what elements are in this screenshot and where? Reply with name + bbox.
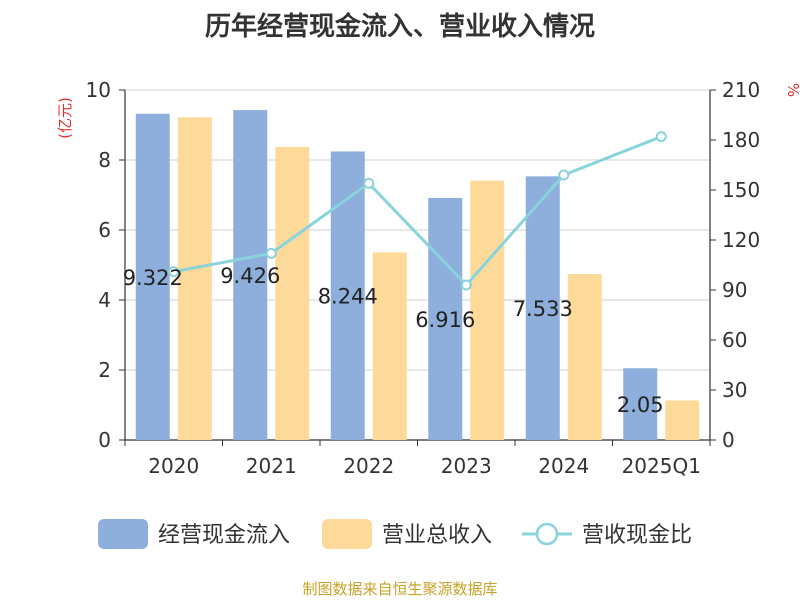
left-axis-unit-label: (亿元): [56, 97, 74, 139]
right-axis-tick-label: 120: [722, 228, 760, 252]
ratio-point: [363, 177, 375, 189]
x-axis-tick-label: 2020: [148, 454, 199, 478]
x-axis-tick-label: 2021: [246, 454, 297, 478]
bar-revenue: [177, 117, 212, 441]
right-axis-tick-label: 30: [722, 378, 747, 402]
ratio-point: [168, 266, 180, 278]
bar-revenue: [665, 400, 700, 440]
left-axis-tick-label: 8: [98, 148, 111, 172]
bar-cash-inflow: [525, 176, 560, 440]
legend-swatch-revenue: [322, 519, 372, 549]
cash-inflow-data-label: 7.533: [513, 297, 573, 321]
legend-label-ratio: 营收现金比: [582, 523, 692, 548]
ratio-point: [655, 131, 667, 143]
right-axis-tick-label: 210: [722, 78, 760, 102]
left-axis-tick-label: 0: [98, 428, 111, 452]
right-axis-tick-label: 0: [722, 428, 735, 452]
left-axis-tick-label: 10: [86, 78, 111, 102]
bar-revenue: [470, 180, 505, 440]
cash-inflow-data-label: 6.916: [415, 308, 475, 332]
source-note: 制图数据来自恒生聚源数据库: [302, 580, 498, 598]
cash-inflow-data-label: 9.322: [123, 266, 183, 290]
ratio-point: [558, 169, 570, 181]
x-axis-tick-label: 2024: [538, 454, 589, 478]
cash-inflow-data-label: 2.05: [617, 393, 664, 417]
left-axis-tick-label: 4: [98, 288, 111, 312]
left-axis-tick-label: 6: [98, 218, 111, 242]
right-axis-tick-label: 90: [722, 278, 747, 302]
legend-marker-ratio: [535, 522, 559, 546]
legend-label-revenue: 营业总收入: [382, 523, 492, 548]
ratio-line: [173, 135, 662, 288]
ratio-point: [265, 247, 277, 259]
cash-inflow-data-label: 9.426: [220, 264, 280, 288]
chart-title: 历年经营现金流入、营业收入情况: [204, 12, 595, 42]
cash-inflow-data-label: 8.244: [318, 285, 378, 309]
legend-swatch-cash-inflow: [98, 519, 148, 549]
bar-cash-inflow: [623, 368, 658, 440]
right-axis-tick-label: 150: [722, 178, 760, 202]
right-axis-tick-label: 60: [722, 328, 747, 352]
x-axis-tick-label: 2025Q1: [622, 454, 701, 478]
ratio-point: [460, 279, 472, 291]
right-axis-unit-label: %: [784, 83, 800, 97]
right-axis-tick-label: 180: [722, 128, 760, 152]
bar-cash-inflow: [135, 113, 170, 440]
bar-cash-inflow: [233, 110, 268, 440]
x-axis-tick-label: 2022: [343, 454, 394, 478]
bar-revenue: [372, 252, 407, 440]
bar-revenue: [567, 274, 602, 440]
left-axis-tick-label: 2: [98, 358, 111, 382]
bar-cash-inflow: [428, 197, 463, 440]
legend-label-cash-inflow: 经营现金流入: [158, 523, 290, 548]
x-axis-tick-label: 2023: [441, 454, 492, 478]
bar-revenue: [275, 147, 310, 441]
